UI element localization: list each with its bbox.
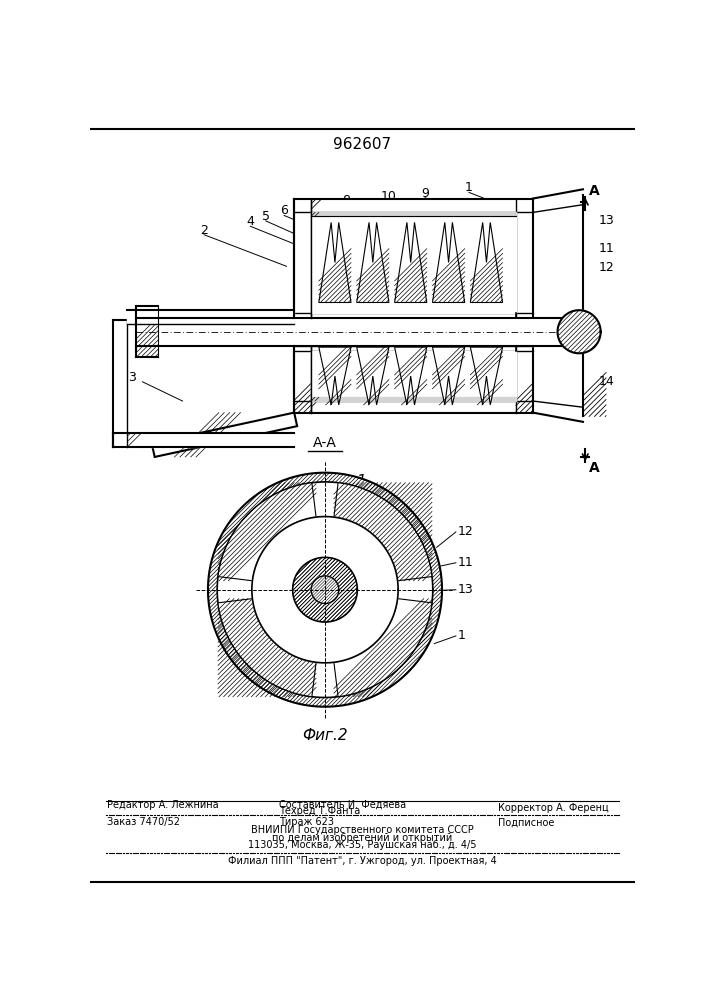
Polygon shape <box>294 346 533 351</box>
Polygon shape <box>285 517 365 563</box>
Text: 2: 2 <box>200 224 208 237</box>
Polygon shape <box>470 347 503 405</box>
Text: 962607: 962607 <box>333 137 391 152</box>
Polygon shape <box>208 473 442 707</box>
Polygon shape <box>252 550 298 630</box>
Text: 4: 4 <box>246 215 255 228</box>
Text: 12: 12 <box>598 261 614 274</box>
Text: 7: 7 <box>321 198 329 211</box>
Polygon shape <box>311 212 516 312</box>
Text: A: A <box>589 184 600 198</box>
Polygon shape <box>285 617 365 663</box>
Polygon shape <box>218 483 316 581</box>
Polygon shape <box>113 433 294 447</box>
Text: 13: 13 <box>598 214 614 227</box>
Polygon shape <box>311 212 516 216</box>
Text: А-А: А-А <box>313 436 337 450</box>
Polygon shape <box>433 347 464 405</box>
Polygon shape <box>319 222 351 302</box>
Text: Филиал ППП "Патент", г. Ужгород, ул. Проектная, 4: Филиал ППП "Патент", г. Ужгород, ул. Про… <box>228 856 496 866</box>
Text: 5: 5 <box>262 210 269 223</box>
Polygon shape <box>470 222 503 302</box>
Text: 1: 1 <box>457 629 465 642</box>
Polygon shape <box>433 222 464 302</box>
Text: 10: 10 <box>381 190 397 204</box>
Polygon shape <box>319 347 351 405</box>
Text: 1: 1 <box>465 181 473 194</box>
Text: A: A <box>589 461 600 475</box>
Text: Техред Т.Фанта: Техред Т.Фанта <box>279 806 360 816</box>
Polygon shape <box>218 599 316 697</box>
Polygon shape <box>311 576 339 604</box>
Text: 9: 9 <box>421 187 429 200</box>
Polygon shape <box>294 199 311 413</box>
Text: 13: 13 <box>457 583 473 596</box>
Text: Составитель И. Федяева: Составитель И. Федяева <box>279 800 406 810</box>
Polygon shape <box>113 320 127 447</box>
Polygon shape <box>293 557 357 622</box>
Polygon shape <box>294 312 533 318</box>
Text: Фиг.2: Фиг.2 <box>302 728 348 743</box>
Polygon shape <box>516 199 533 413</box>
Polygon shape <box>311 397 516 401</box>
Polygon shape <box>357 222 389 302</box>
Text: Корректор А. Ференц: Корректор А. Ференц <box>498 803 609 813</box>
Text: 11: 11 <box>598 242 614 255</box>
Polygon shape <box>352 550 398 630</box>
Polygon shape <box>357 347 389 405</box>
Text: Заказ 7470/52: Заказ 7470/52 <box>107 817 180 827</box>
Polygon shape <box>252 517 398 663</box>
Text: 14: 14 <box>598 375 614 388</box>
Polygon shape <box>395 347 427 405</box>
Text: по делам изобретений и открытий: по делам изобретений и открытий <box>271 833 452 843</box>
Polygon shape <box>152 413 297 457</box>
Text: 6: 6 <box>280 204 288 217</box>
Text: Тираж 623: Тираж 623 <box>279 817 334 827</box>
Polygon shape <box>127 310 294 324</box>
Text: 11: 11 <box>457 556 473 569</box>
Text: Подписное: Подписное <box>498 817 554 827</box>
Polygon shape <box>294 401 533 413</box>
Polygon shape <box>311 351 516 401</box>
Text: Редактор А. Лежнина: Редактор А. Лежнина <box>107 800 218 810</box>
Polygon shape <box>217 482 433 697</box>
Polygon shape <box>395 222 427 302</box>
Text: 3: 3 <box>129 371 136 384</box>
Text: 8: 8 <box>343 194 351 207</box>
Text: ВНИИПИ Государственного комитета СССР: ВНИИПИ Государственного комитета СССР <box>250 825 473 835</box>
Polygon shape <box>558 310 601 353</box>
Polygon shape <box>136 306 158 357</box>
Polygon shape <box>334 599 432 697</box>
Polygon shape <box>294 199 533 212</box>
Text: 113035, Москва, Ж-35, Раушская наб., д. 4/5: 113035, Москва, Ж-35, Раушская наб., д. … <box>247 840 477 850</box>
Polygon shape <box>136 318 589 346</box>
Text: 12: 12 <box>457 525 473 538</box>
Polygon shape <box>334 483 432 581</box>
Polygon shape <box>583 195 606 416</box>
Text: Фиг.1: Фиг.1 <box>322 474 367 489</box>
